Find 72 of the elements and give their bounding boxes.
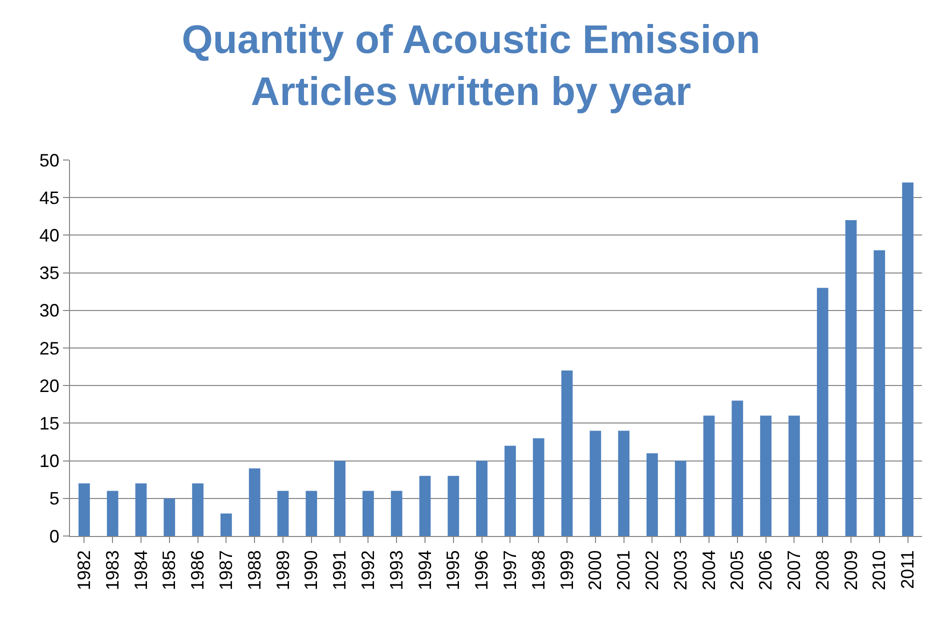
y-tick-label: 50 — [39, 150, 60, 170]
x-tick-label: 2003 — [670, 550, 690, 590]
bar — [164, 498, 176, 536]
x-tick-label: 2008 — [812, 550, 832, 590]
bar — [192, 483, 204, 536]
bar — [760, 416, 772, 536]
bar — [618, 430, 630, 536]
bar — [390, 490, 402, 536]
bar — [277, 490, 289, 536]
bar — [419, 476, 431, 536]
bar — [732, 400, 744, 536]
y-tick-label: 30 — [39, 300, 60, 321]
x-tick-label: 2011 — [898, 550, 918, 589]
chart-title: Quantity of Acoustic Emission Articles written by year — [182, 18, 760, 114]
bar — [220, 513, 232, 536]
bar — [334, 460, 346, 536]
x-tick-label: 1986 — [188, 550, 208, 590]
x-tick-label: 1982 — [74, 550, 94, 590]
bar — [135, 483, 147, 536]
y-tick-label: 35 — [39, 263, 60, 284]
x-tick-label: 2001 — [614, 550, 634, 590]
x-tick-label: 1994 — [414, 550, 435, 590]
bar — [646, 453, 658, 536]
bar — [674, 460, 686, 536]
bar — [248, 468, 260, 536]
x-tick-label: 2005 — [727, 550, 748, 590]
y-tick-label: 45 — [39, 188, 60, 208]
x-tick-label: 1992 — [358, 550, 378, 590]
x-tick-label: 2006 — [756, 550, 776, 590]
x-tick-label: 1998 — [528, 550, 548, 590]
bar — [476, 460, 488, 536]
x-tick-label: 1987 — [216, 550, 236, 590]
x-tick-label: 1988 — [244, 550, 264, 590]
x-tick-label: 1984 — [130, 550, 151, 590]
x-tick-label: 1990 — [301, 550, 322, 590]
y-tick-label: 25 — [39, 338, 60, 358]
x-tick-label: 2000 — [585, 550, 606, 590]
y-tick-label: 40 — [39, 226, 60, 246]
x-tick-label: 1996 — [472, 550, 492, 590]
y-tick-label: 5 — [49, 488, 60, 509]
x-tick-label: 1995 — [443, 550, 464, 590]
x-tick-label: 2004 — [698, 550, 719, 590]
bar — [504, 446, 516, 536]
x-tick-label: 1997 — [500, 550, 520, 590]
x-tick-label: 1991 — [330, 550, 350, 590]
y-tick-label: 20 — [39, 376, 60, 396]
bar — [362, 490, 374, 536]
bar — [816, 288, 828, 536]
bar — [590, 430, 602, 536]
x-tick-label: 1993 — [386, 550, 406, 590]
bar — [845, 220, 857, 536]
bar — [788, 416, 800, 536]
y-tick-label: 10 — [39, 451, 60, 472]
x-tick-label: 2002 — [642, 550, 662, 590]
y-tick-label: 0 — [49, 526, 60, 546]
y-tick-label: 15 — [39, 414, 60, 434]
x-tick-label: 1999 — [556, 550, 577, 590]
bar — [902, 182, 914, 536]
bar — [874, 250, 886, 536]
bar — [561, 370, 573, 536]
bar — [106, 490, 118, 536]
bar — [703, 416, 715, 536]
x-tick-label: 1989 — [272, 550, 293, 590]
x-tick-label: 2010 — [869, 550, 890, 590]
x-tick-label: 1983 — [102, 550, 122, 590]
x-tick-label: 2009 — [840, 550, 861, 590]
bar — [306, 490, 318, 536]
x-tick-label: 2007 — [784, 550, 804, 590]
bar — [78, 483, 90, 536]
bar — [448, 476, 460, 536]
bar — [532, 438, 544, 536]
x-tick-label: 1985 — [159, 550, 180, 590]
